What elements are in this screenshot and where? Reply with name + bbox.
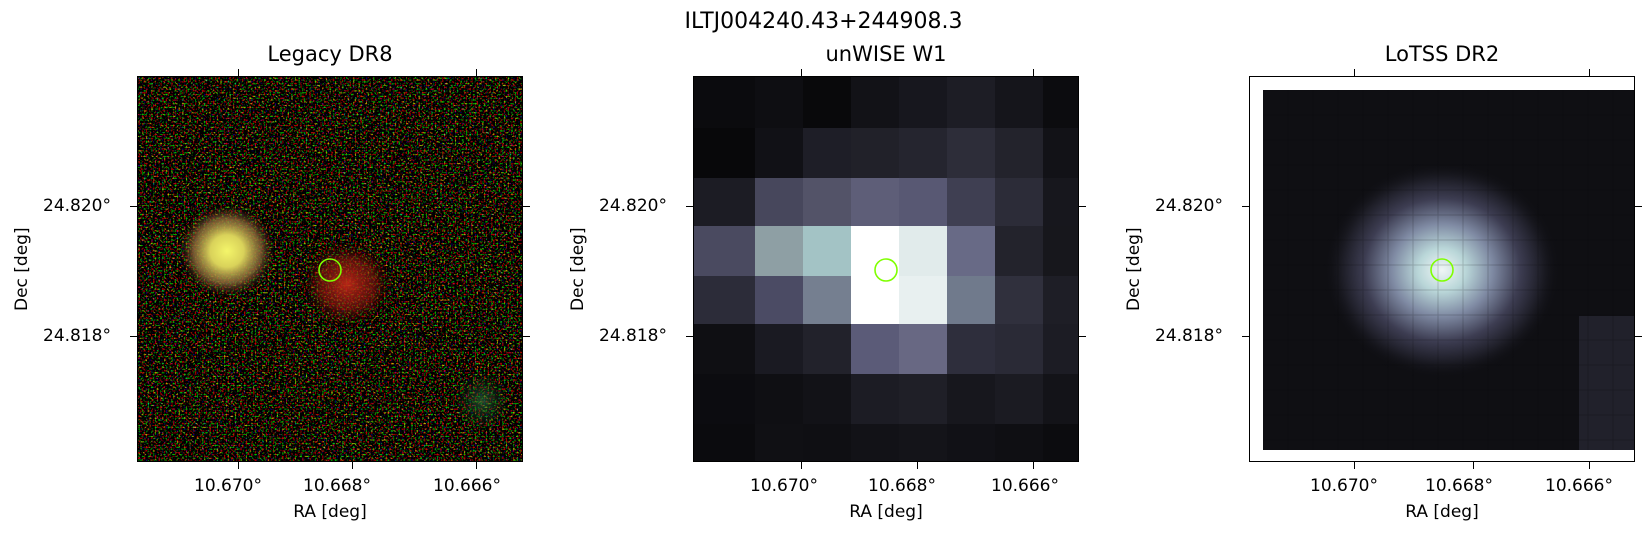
x-tick-label: 10.670° <box>194 476 262 496</box>
y-axis-label: Dec [deg] <box>1124 227 1144 311</box>
target-marker-circle <box>1430 258 1454 282</box>
x-tick-label: 10.668° <box>1425 476 1493 496</box>
y-tick-label: 24.818° <box>1155 326 1223 346</box>
y-axis-label: Dec [deg] <box>12 227 32 311</box>
y-tick-label: 24.818° <box>43 326 111 346</box>
target-marker-circle <box>874 258 898 282</box>
lotss-image-panel <box>1249 76 1635 462</box>
x-tick-label: 10.668° <box>303 476 371 496</box>
x-tick-label: 10.670° <box>750 476 818 496</box>
panel-title-unwise: unWISE W1 <box>825 42 947 66</box>
legacy-image <box>137 76 523 462</box>
target-marker-circle <box>318 258 342 282</box>
y-tick-label: 24.820° <box>43 196 111 216</box>
red-galaxy <box>302 242 392 326</box>
legacy-image-panel <box>137 76 523 462</box>
lotss-image <box>1249 76 1635 462</box>
y-axis-label: Dec [deg] <box>568 227 588 311</box>
x-tick-label: 10.668° <box>868 476 936 496</box>
panel-title-legacy: Legacy DR8 <box>267 42 393 66</box>
x-tick-label: 10.666° <box>991 476 1059 496</box>
bright-star <box>179 205 275 297</box>
x-axis-label: RA [deg] <box>849 502 923 522</box>
x-tick-label: 10.666° <box>433 476 501 496</box>
x-tick-label: 10.670° <box>1310 476 1378 496</box>
unwise-image <box>693 76 1079 462</box>
panel-title-lotss: LoTSS DR2 <box>1384 42 1500 66</box>
x-axis-label: RA [deg] <box>1405 502 1479 522</box>
faint-source <box>454 371 510 431</box>
y-tick-label: 24.820° <box>599 196 667 216</box>
figure-title: ILTJ004240.43+244908.3 <box>684 9 963 34</box>
x-tick-label: 10.666° <box>1545 476 1613 496</box>
x-axis-label: RA [deg] <box>293 502 367 522</box>
y-tick-label: 24.820° <box>1155 196 1223 216</box>
y-tick-label: 24.818° <box>599 326 667 346</box>
unwise-image-panel <box>693 76 1079 462</box>
